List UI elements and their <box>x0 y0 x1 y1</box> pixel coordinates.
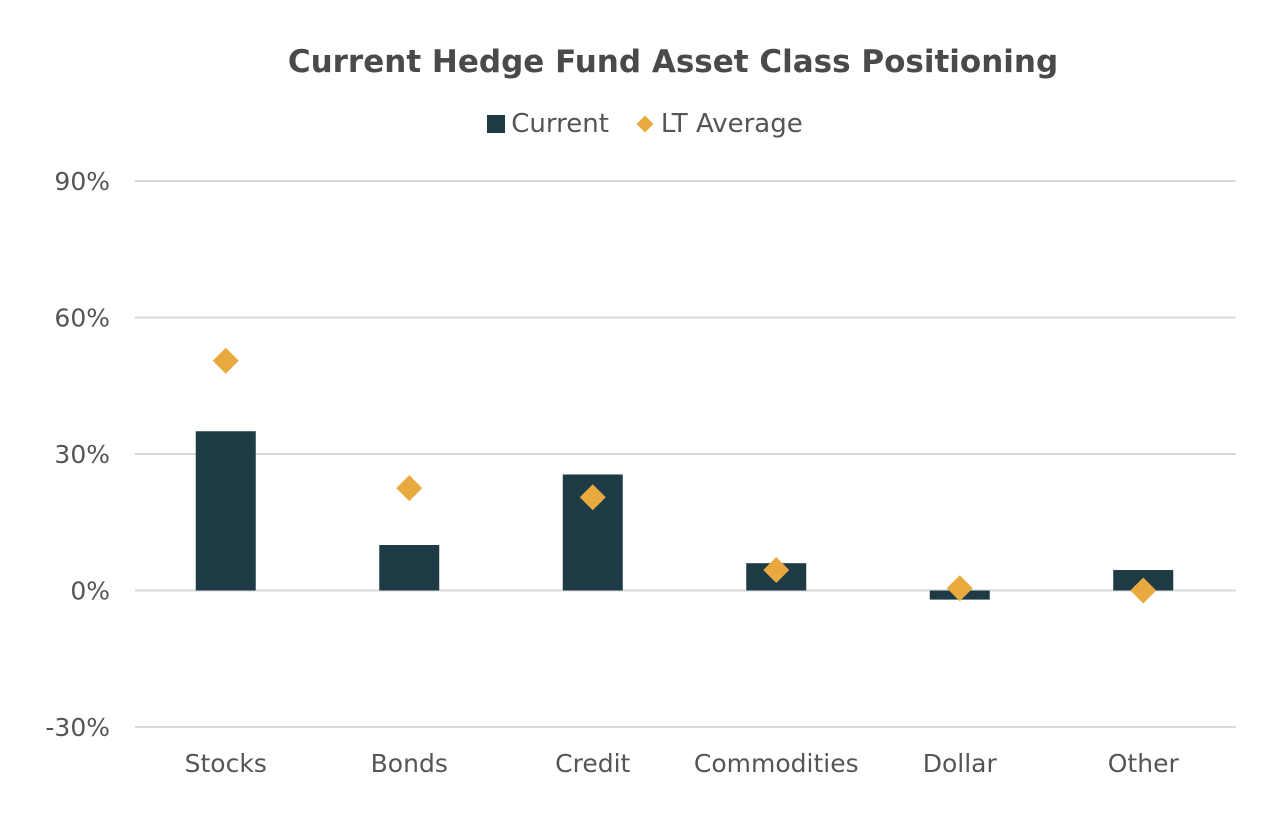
legend-label-current: Current <box>511 109 609 139</box>
marker-lt-average <box>212 347 239 374</box>
chart-title: Current Hedge Fund Asset Class Positioni… <box>287 44 1059 80</box>
y-tick-label: 0% <box>70 577 110 606</box>
chart-legend: Current LT Average <box>0 109 1276 139</box>
marker-lt-average <box>763 557 790 584</box>
y-tick-label: 60% <box>54 304 110 333</box>
legend-swatch-current <box>487 115 506 133</box>
bar-current <box>195 431 256 591</box>
x-tick-label: Bonds <box>371 749 448 778</box>
legend-label-lt-average: LT Average <box>660 109 803 139</box>
x-tick-label: Credit <box>555 749 630 778</box>
x-tick-label: Dollar <box>923 749 998 778</box>
y-tick-label: -30% <box>45 713 110 742</box>
x-tick-label: Commodities <box>694 749 859 778</box>
x-tick-label: Stocks <box>185 749 267 778</box>
marker-lt-average <box>946 575 973 602</box>
y-tick-label: 90% <box>54 167 110 196</box>
marker-lt-average <box>396 475 423 502</box>
x-tick-label: Other <box>1108 749 1180 778</box>
marker-lt-average <box>579 484 606 511</box>
bar-current <box>379 545 440 591</box>
marker-lt-average <box>1130 577 1157 604</box>
legend-item-current: Current <box>487 109 609 139</box>
legend-item-lt-average: LT Average <box>635 109 803 139</box>
y-tick-label: 30% <box>54 440 110 469</box>
